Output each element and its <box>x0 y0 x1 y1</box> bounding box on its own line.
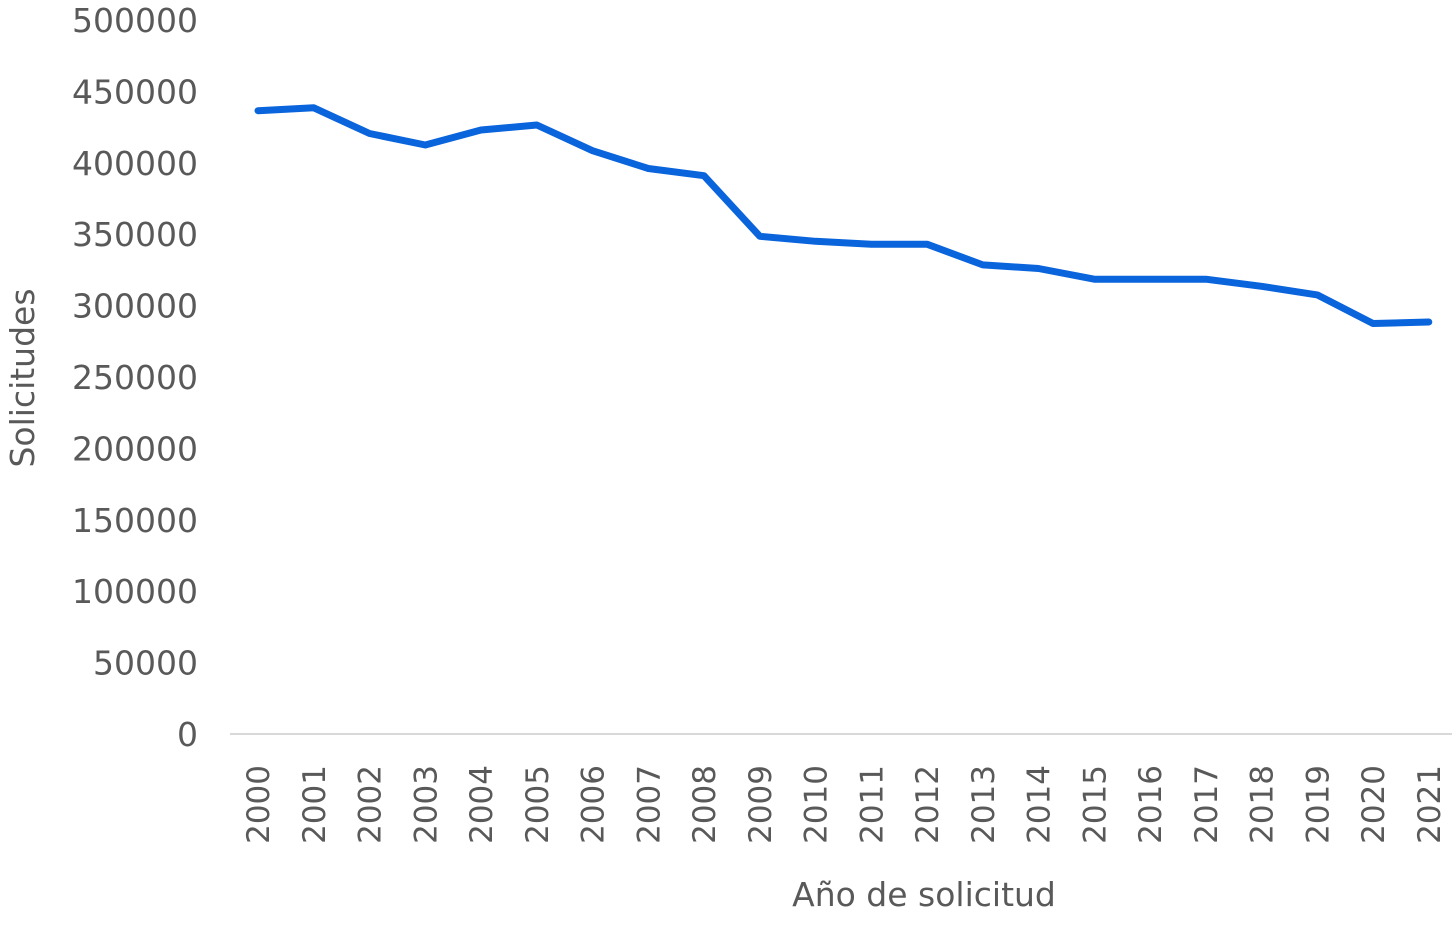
data-point <box>1259 283 1265 289</box>
x-tick-label: 2020 <box>1356 765 1392 844</box>
y-tick-label: 350000 <box>72 215 198 254</box>
data-point <box>422 142 428 148</box>
y-tick-label: 0 <box>177 715 198 754</box>
x-tick-label: 2010 <box>799 765 835 844</box>
y-tick-label: 450000 <box>72 72 198 111</box>
data-point <box>924 241 930 247</box>
data-point <box>1203 276 1209 282</box>
x-tick-label: 2012 <box>910 765 946 844</box>
x-tick-label: 2007 <box>631 765 667 844</box>
x-tick-label: 2021 <box>1412 765 1448 844</box>
data-point <box>367 131 373 137</box>
data-point <box>534 122 540 128</box>
series-line <box>254 104 1433 327</box>
x-tick-label: 2011 <box>854 765 890 844</box>
y-tick-label: 400000 <box>72 144 198 183</box>
x-tick-label: 2003 <box>408 765 444 844</box>
y-tick-label: 500000 <box>72 1 198 40</box>
x-tick-label: 2019 <box>1300 765 1336 844</box>
data-point <box>868 241 874 247</box>
x-tick-label: 2016 <box>1133 765 1169 844</box>
y-axis-tick-labels: 0 50000 100000 150000 200000 250000 300000 3500… <box>72 1 198 754</box>
y-tick-label: 200000 <box>72 429 198 468</box>
series-points <box>255 105 1432 327</box>
y-tick-label: 250000 <box>72 358 198 397</box>
data-point <box>255 108 261 114</box>
x-tick-label: 2006 <box>576 765 612 844</box>
data-point <box>757 233 763 239</box>
data-point <box>1147 276 1153 282</box>
y-tick-label: 150000 <box>72 501 198 540</box>
data-point <box>1426 319 1432 325</box>
x-tick-label: 2004 <box>464 765 500 844</box>
data-point <box>701 173 707 179</box>
x-tick-label: 2013 <box>966 765 1002 844</box>
data-point <box>1370 320 1376 326</box>
x-tick-label: 2017 <box>1189 765 1225 844</box>
x-tick-label: 2014 <box>1022 765 1058 844</box>
y-tick-label: 300000 <box>72 287 198 326</box>
x-tick-label: 2009 <box>743 765 779 844</box>
x-tick-label: 2002 <box>353 765 389 844</box>
x-tick-label: 2005 <box>520 765 556 844</box>
x-axis-tick-labels: 2000 2001 2002 2003 2004 2005 2006 2007 2008 2009… <box>241 765 1448 844</box>
data-point <box>1314 292 1320 298</box>
data-point <box>1036 265 1042 271</box>
x-tick-label: 2001 <box>297 765 333 844</box>
y-tick-label: 100000 <box>72 572 198 611</box>
data-point <box>311 105 317 111</box>
data-point <box>478 127 484 133</box>
data-point <box>645 166 651 172</box>
x-tick-label: 2018 <box>1245 765 1281 844</box>
y-axis-label: Solicitudes <box>3 288 42 467</box>
data-point <box>980 262 986 268</box>
x-tick-label: 2015 <box>1077 765 1113 844</box>
data-point <box>813 238 819 244</box>
y-tick-label: 50000 <box>93 644 198 683</box>
x-tick-label: 2008 <box>687 765 723 844</box>
data-point <box>1091 276 1097 282</box>
x-tick-label: 2000 <box>241 765 277 844</box>
data-point <box>590 148 596 154</box>
x-axis-label: Año de solicitud <box>792 875 1056 914</box>
